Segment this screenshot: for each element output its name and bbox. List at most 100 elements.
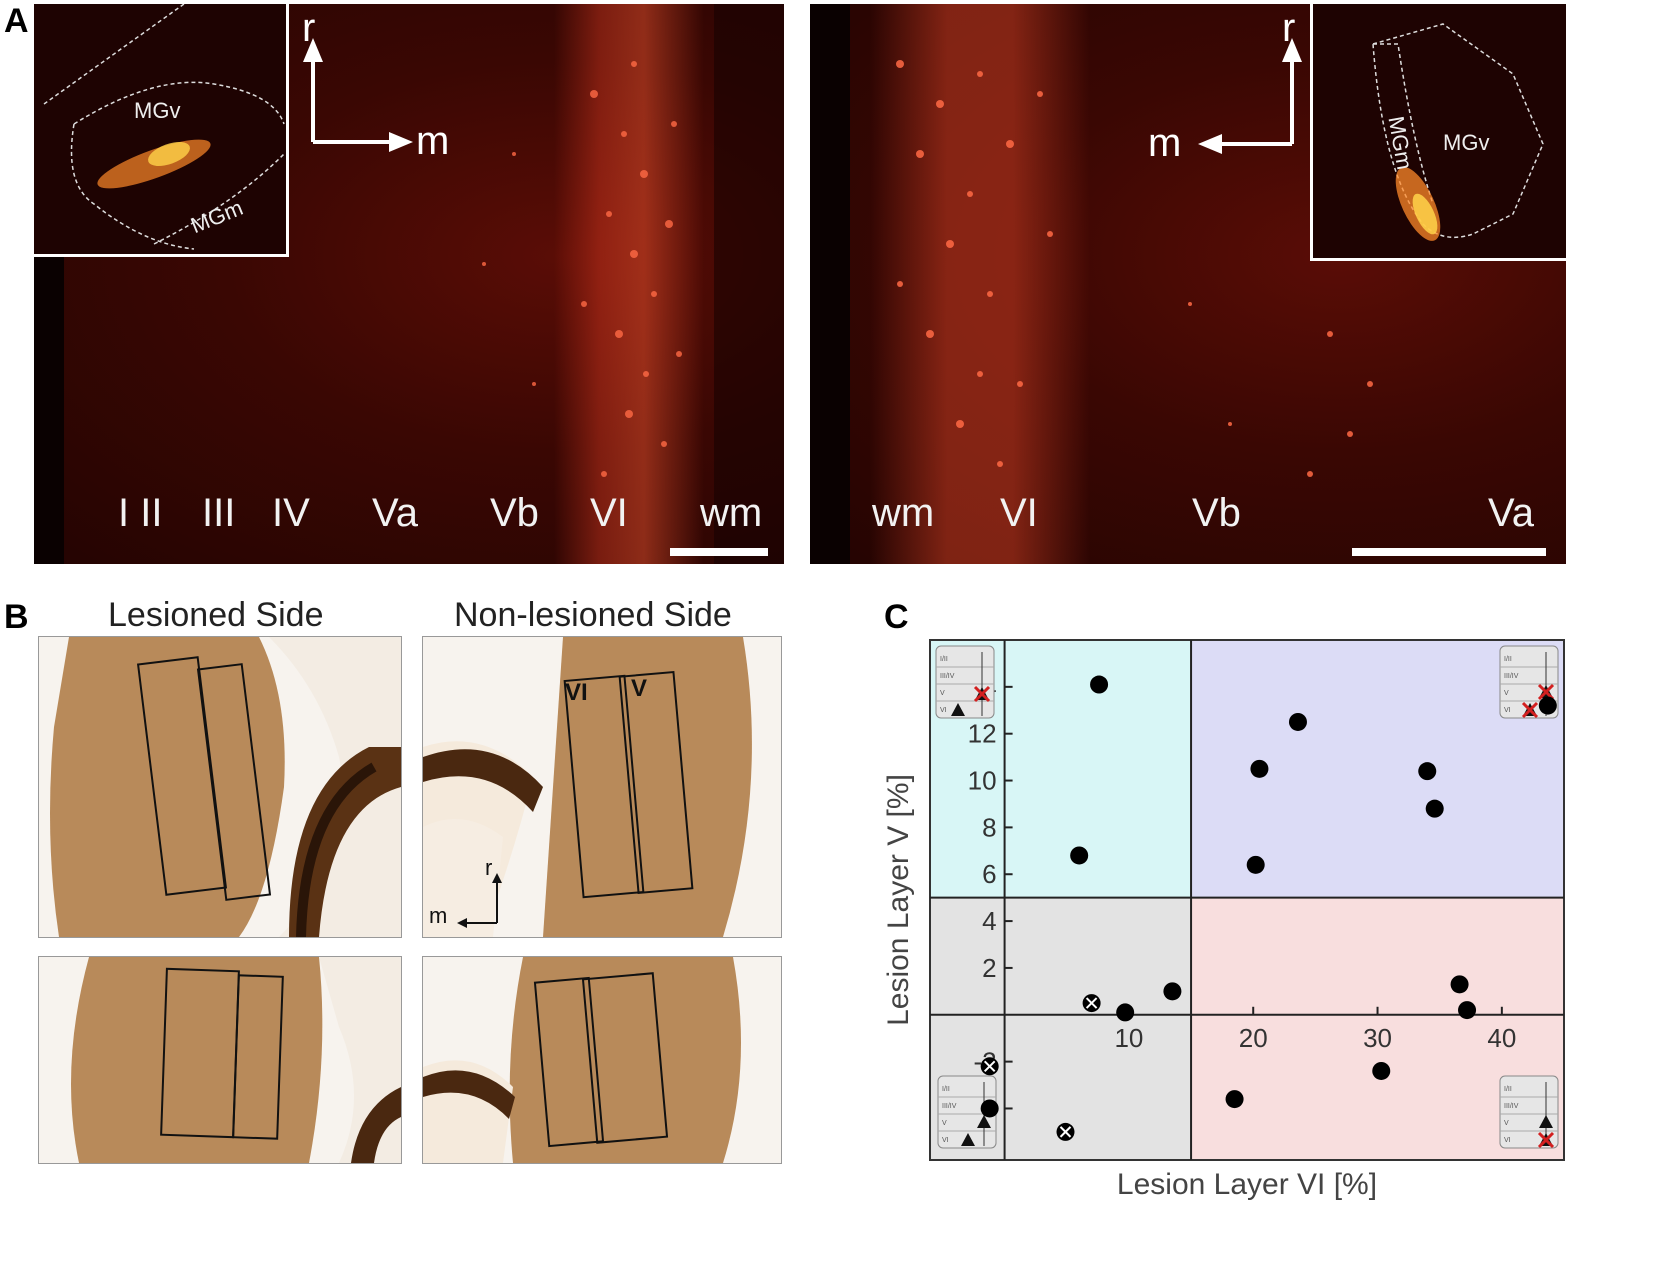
tissue-shape	[423, 637, 752, 937]
neuron-triangle	[977, 1115, 991, 1128]
chart-axes	[929, 639, 1565, 1161]
icon-layer-label: VI	[940, 707, 947, 714]
layer-vi-glow	[554, 4, 704, 564]
icon-layer-label: III/IV	[1504, 1103, 1519, 1110]
icon-layer-label: I/II	[942, 1086, 950, 1093]
data-point	[1372, 1061, 1391, 1080]
y-tick-label: 10	[968, 766, 997, 796]
layer-vi-glow	[870, 4, 1090, 564]
roi-label-vi: VI	[565, 679, 588, 706]
data-point	[1250, 759, 1269, 778]
inset-label-mgv: MGv	[1443, 130, 1490, 155]
scale-bar	[1352, 548, 1546, 556]
tissue-shape	[50, 637, 401, 937]
icon-layer-label: I/II	[1504, 656, 1512, 663]
quadrant-icons: I/IIIII/IVVVII/IIIII/IVVVII/IIIII/IVVVII…	[935, 645, 1559, 1149]
icon-layer-vi-lesion: I/II III/IV V VI	[1499, 1075, 1559, 1149]
histology-lesioned-top	[38, 636, 402, 938]
layer-label-va: Va	[1488, 491, 1534, 535]
dark-edge	[810, 4, 850, 564]
tissue-shape	[71, 957, 401, 1163]
lesion-cross	[1537, 1131, 1555, 1149]
left-direction-arrows	[303, 38, 413, 152]
layer-label-iv: IV	[272, 491, 310, 535]
right-direction-arrows	[1198, 38, 1302, 154]
icon-layer-v-vi-lesion: I/II III/IV V VI	[1499, 645, 1559, 719]
data-point	[1538, 696, 1557, 715]
data-point-excluded	[1082, 994, 1101, 1013]
histology-lesioned-bottom	[38, 956, 402, 1164]
quadrant-backgrounds	[930, 640, 1564, 1160]
white-matter-band	[714, 4, 784, 564]
icon-frame	[1499, 1075, 1559, 1149]
neuron-triangle	[961, 1133, 975, 1146]
data-point	[1090, 675, 1109, 694]
data-point	[1450, 975, 1469, 994]
inset-label-mgv: MGv	[134, 98, 181, 123]
layer-label-va: Va	[372, 491, 418, 535]
icon-layer-v-lesion: I/II III/IV V VI	[935, 645, 995, 719]
histology-nonlesioned-bottom	[422, 956, 782, 1164]
y-tick-label: 6	[982, 859, 996, 889]
icon-layer-label: III/IV	[1504, 673, 1519, 680]
left-cell-dots	[482, 61, 682, 477]
icon-layer-label: I/II	[940, 656, 948, 663]
b-medial-label: m	[429, 903, 448, 928]
left-inset: MGv MGm	[34, 4, 289, 257]
left-rostral-label: r	[302, 6, 316, 50]
layer-label-vi: VI	[1000, 491, 1038, 535]
non-lesioned-side-title: Non-lesioned Side	[454, 596, 732, 634]
icon-layer-label: III/IV	[942, 1103, 957, 1110]
x-tick-label: 20	[1239, 1023, 1268, 1053]
neuron-triangle	[1539, 1115, 1553, 1128]
right-cell-dots	[896, 60, 1373, 477]
panel-letter-b: B	[4, 598, 29, 636]
x-tick-label: 30	[1363, 1023, 1392, 1053]
left-inset-outline	[43, 4, 285, 250]
data-point	[1246, 855, 1265, 874]
y-axis-label: Lesion Layer V [%]	[882, 774, 915, 1026]
y-tick-label: 8	[982, 812, 996, 842]
data-points	[980, 675, 1557, 1141]
panel-letter-a: A	[4, 2, 29, 40]
left-medial-label: m	[416, 119, 450, 163]
lesion-cross	[973, 685, 991, 703]
layer-label-wm: wm	[700, 491, 763, 535]
x-axis-label: Lesion Layer VI [%]	[1117, 1168, 1377, 1201]
layer-label-iii: III	[202, 491, 236, 535]
layer-label-vb: Vb	[1192, 491, 1241, 535]
roi-label-v: V	[631, 675, 648, 702]
histology-nonlesioned-top: VI V r m	[422, 636, 782, 938]
right-inset-outline	[1372, 23, 1544, 241]
icon-layer-label: VI	[1504, 707, 1511, 714]
icon-layer-label: I/II	[1504, 1086, 1512, 1093]
lesion-cross	[1521, 701, 1539, 719]
plot-frame	[929, 639, 1565, 1161]
y-tick-label: 2	[982, 953, 996, 983]
x-tick-label: 10	[1114, 1023, 1143, 1053]
data-point-excluded	[1056, 1122, 1075, 1141]
data-point	[1418, 762, 1437, 781]
y-tick-label: 4	[982, 906, 996, 936]
icon-layer-label: VI	[942, 1137, 949, 1144]
b-rostral-label: r	[485, 855, 493, 880]
data-point-excluded	[980, 1057, 999, 1076]
y-tick-label: 12	[968, 719, 997, 749]
panel-letter-c: C	[884, 598, 909, 636]
panel-a-right-image: MGv MGm r m wm VI Vb Va	[810, 4, 1566, 564]
data-point-x	[1059, 1126, 1072, 1138]
roi-layer-v	[232, 974, 284, 1140]
panel-a-left-image: MGv MGm r m I II III IV Va Vb VI wm	[34, 4, 784, 564]
data-point	[1288, 712, 1307, 731]
data-point	[1458, 1001, 1477, 1020]
layer-label-vb: Vb	[490, 491, 539, 535]
icon-layer-label: V	[940, 690, 945, 697]
icon-layer-label: V	[1504, 1120, 1509, 1127]
data-point	[1163, 982, 1182, 1001]
icon-layer-label: VI	[1504, 1137, 1511, 1144]
data-point	[1225, 1090, 1244, 1109]
data-point	[1425, 799, 1444, 818]
data-point	[1070, 846, 1089, 865]
icon-layer-label: V	[942, 1120, 947, 1127]
